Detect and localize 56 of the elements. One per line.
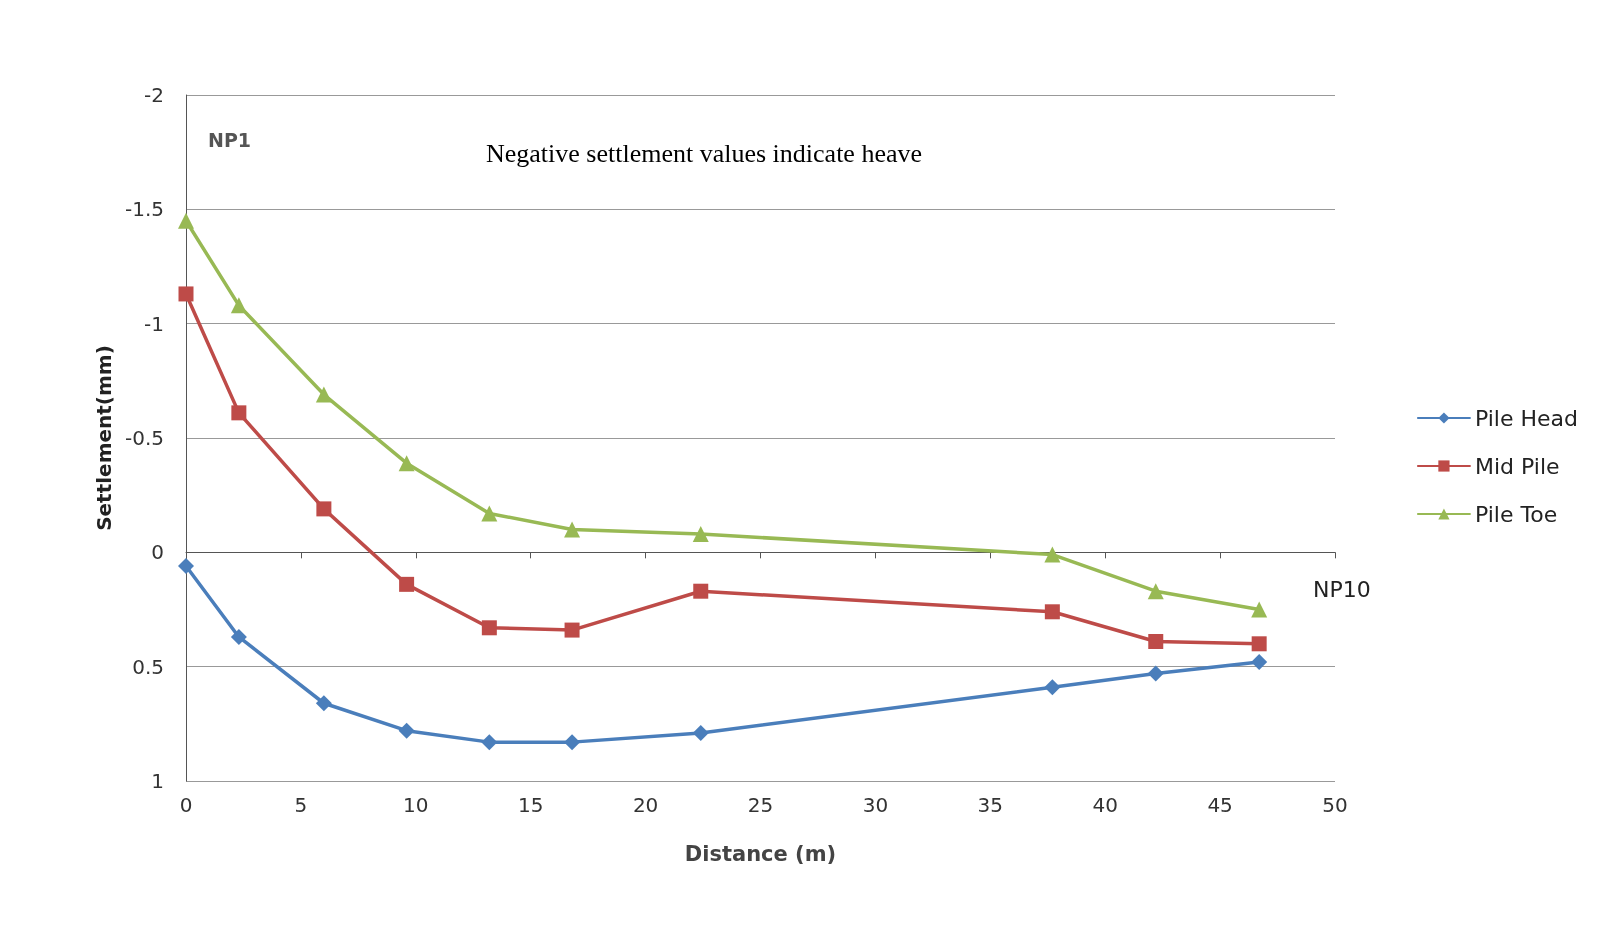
- point: [315, 695, 332, 712]
- point: [1044, 546, 1061, 563]
- y-tick-label: -2: [144, 83, 164, 107]
- point: [564, 622, 580, 638]
- x-tick-label: 20: [632, 793, 659, 817]
- y-tick-label: 0: [151, 540, 164, 565]
- annotation: NP1: [208, 128, 252, 151]
- point: [398, 455, 415, 472]
- x-tick-label: 35: [977, 793, 1004, 817]
- point: [398, 722, 415, 739]
- legend-label: Pile Head: [1474, 405, 1578, 431]
- y-tick-label: -0.5: [124, 426, 164, 450]
- point: [481, 505, 498, 522]
- point: [564, 521, 581, 538]
- point: [1251, 601, 1268, 618]
- point: [230, 297, 247, 314]
- point: [692, 724, 709, 741]
- x-tick-label: 40: [1092, 793, 1118, 817]
- point: [1044, 604, 1060, 620]
- x-axis-title: Distance (m): [684, 841, 837, 866]
- point: [564, 734, 581, 751]
- x-tick-label: 45: [1207, 793, 1233, 817]
- x-tick-label: 30: [862, 793, 889, 817]
- x-tick-label: 15: [517, 793, 544, 817]
- point: [692, 526, 709, 543]
- point: [178, 212, 194, 229]
- annotation: Negative settlement values indicate heave: [486, 138, 923, 168]
- point: [315, 386, 332, 403]
- x-tick-label: 25: [747, 793, 774, 817]
- y-tick-label: -1: [144, 311, 164, 336]
- legend-label: Mid Pile: [1474, 453, 1560, 479]
- point: [399, 576, 415, 592]
- annotation: NP10: [1313, 576, 1371, 602]
- point: [1147, 665, 1164, 682]
- point: [231, 405, 247, 421]
- point: [230, 628, 247, 645]
- point: [481, 734, 498, 751]
- point: [178, 558, 194, 575]
- x-tick-label: 10: [403, 793, 429, 817]
- y-tick-label: 1: [151, 769, 164, 793]
- legend-label: Pile Toe: [1474, 501, 1558, 527]
- point: [1147, 583, 1164, 600]
- point: [481, 620, 497, 636]
- point: [1148, 634, 1164, 650]
- point: [316, 501, 332, 517]
- point: [1251, 654, 1268, 671]
- point: [1044, 679, 1061, 696]
- x-tick-label: 0: [179, 793, 193, 817]
- point: [178, 286, 194, 302]
- y-axis-title: Settlement(mm): [92, 345, 117, 531]
- x-tick-label: 50: [1322, 793, 1348, 817]
- x-tick-label: 5: [294, 793, 308, 817]
- point: [693, 583, 709, 599]
- point: [1251, 636, 1267, 652]
- y-tick-label: -1.5: [124, 197, 164, 222]
- y-tick-label: 0.5: [132, 654, 164, 679]
